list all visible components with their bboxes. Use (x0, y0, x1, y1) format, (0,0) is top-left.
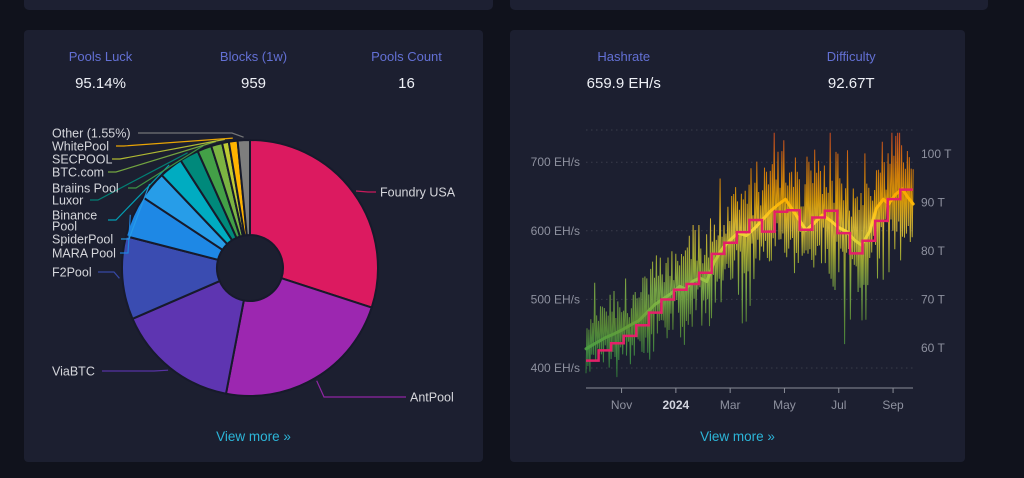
pie-slice-foundry-usa[interactable] (249, 139, 379, 309)
pie-label-connector (121, 183, 151, 240)
y-axis-label-right: 70 T (921, 293, 945, 307)
pie-label-connector (108, 140, 216, 173)
stat-label: Pools Count (371, 49, 442, 64)
stat-value: 95.14% (75, 75, 126, 92)
stat-value: 659.9 EH/s (586, 75, 661, 92)
x-axis-label: 2024 (663, 398, 690, 412)
pie-label-connector (128, 145, 204, 189)
pie-label: Luxor (52, 193, 83, 207)
pie-label-connector (102, 369, 169, 372)
pie-label: Braiins Pool (52, 181, 119, 195)
stat-pools-luck: Pools Luck 95.14% (24, 49, 177, 92)
pie-label-connector (98, 271, 120, 279)
pie-label-connector (108, 164, 170, 221)
y-axis-label-right: 80 T (921, 244, 945, 258)
hashrate-line-svg: 400 EH/s 500 EH/s 600 EH/s 700 EH/s 60 T 70 T… (531, 129, 952, 412)
stat-label: Hashrate (597, 49, 651, 64)
hashrate-difficulty-card: Hashrate 659.9 EH/s Difficulty 92.67T 40… (510, 30, 965, 462)
difficulty-series (586, 188, 913, 362)
pie-label: Other (1.55%) (52, 126, 131, 140)
pie-label: SECPOOL (52, 152, 112, 166)
y-axis-label-left: 400 EH/s (531, 361, 580, 375)
pie-label-connector (112, 138, 225, 160)
partial-card-above-left (24, 0, 493, 10)
partial-card-above-right (510, 0, 988, 10)
pie-label: SpiderPool (52, 232, 113, 246)
stat-hashrate: Hashrate 659.9 EH/s (510, 49, 738, 92)
x-axis-label: Jul (831, 398, 846, 412)
hashrate-ma-series (584, 187, 915, 351)
pie-label: Binance Pool (52, 208, 97, 233)
pie-label: MARA Pool (52, 246, 116, 260)
pie-label: WhitePool (52, 139, 109, 153)
x-axis-label: Mar (720, 398, 741, 412)
x-axis-label: May (773, 398, 796, 412)
pools-stats-row: Pools Luck 95.14% Blocks (1w) 959 Pools … (24, 30, 483, 92)
pie-slice-antpool[interactable] (225, 277, 373, 397)
y-axis-label-right: 60 T (921, 341, 945, 355)
stat-value: 959 (240, 75, 267, 92)
x-axis-label: Nov (611, 398, 632, 412)
y-axis-label-right: 90 T (921, 196, 945, 210)
y-axis-label-left: 600 EH/s (531, 224, 580, 238)
stat-label: Difficulty (826, 49, 876, 64)
pie-label-connector (116, 137, 233, 147)
stat-value: 92.67T (827, 75, 875, 92)
pie-label: AntPool (410, 390, 454, 404)
mining-pools-card: Pools Luck 95.14% Blocks (1w) 959 Pools … (24, 30, 483, 462)
pie-label-connector (120, 214, 131, 254)
pools-view-more-link[interactable]: View more » (216, 429, 291, 444)
pie-label: Foundry USA (380, 185, 456, 199)
hashrate-stats-row: Hashrate 659.9 EH/s Difficulty 92.67T (510, 30, 965, 92)
stat-label: Blocks (1w) (219, 49, 288, 64)
pie-label: F2Pool (52, 265, 92, 279)
stat-blocks-1w: Blocks (1w) 959 (177, 49, 330, 92)
pie-label-connector (316, 380, 406, 398)
pie-label-connector (90, 152, 188, 201)
pie-slice-viabtc[interactable] (131, 280, 245, 395)
hashrate-raw-series (585, 132, 914, 378)
hashrate-view-more-link[interactable]: View more » (700, 429, 775, 444)
y-axis-label-right: 100 T (921, 147, 952, 161)
stat-difficulty: Difficulty 92.67T (738, 49, 966, 92)
pie-label-connector (355, 190, 376, 193)
pie-slice-other-1-55-[interactable] (236, 138, 251, 237)
stat-label: Pools Luck (68, 49, 133, 64)
y-axis-label-left: 700 EH/s (531, 155, 580, 169)
pools-pie-chart: Foundry USA AntPool ViaBTC F2Pool MARA Pool S… (24, 120, 483, 437)
hashrate-line-chart: 400 EH/s 500 EH/s 600 EH/s 700 EH/s 60 T 70 T… (510, 120, 965, 425)
stat-value: 16 (398, 75, 415, 92)
pie-label: BTC.com (52, 165, 104, 179)
x-axis-label: Sep (882, 398, 904, 412)
pie-label-connector (138, 132, 244, 138)
stat-pools-count: Pools Count 16 (330, 49, 483, 92)
pie-label: ViaBTC (52, 364, 95, 378)
y-axis-label-left: 500 EH/s (531, 292, 580, 306)
